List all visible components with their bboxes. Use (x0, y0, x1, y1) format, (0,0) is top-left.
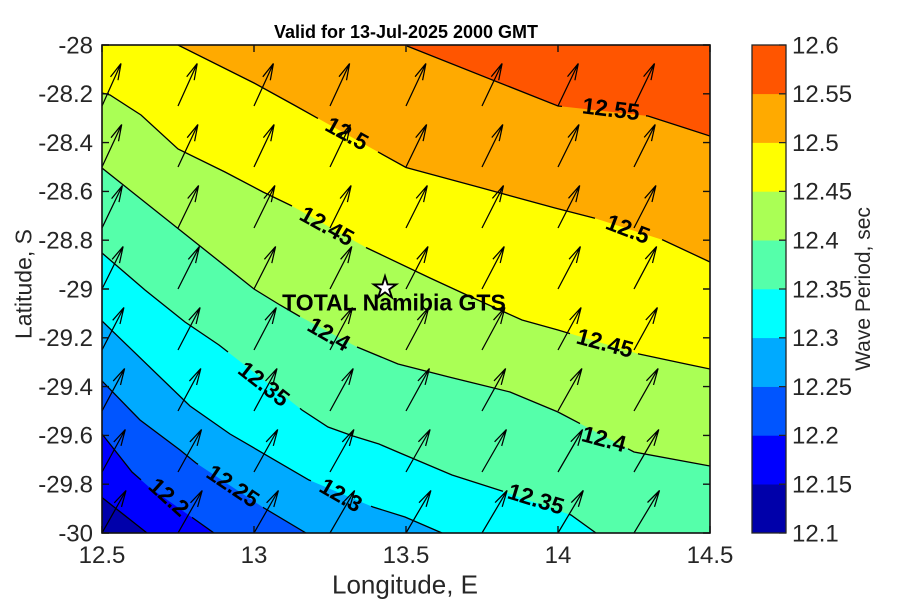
svg-text:12.6: 12.6 (792, 32, 839, 59)
svg-text:Latitude, S: Latitude, S (11, 229, 37, 339)
svg-text:-28: -28 (58, 32, 93, 59)
svg-text:-29.4: -29.4 (38, 374, 93, 401)
svg-text:-29.6: -29.6 (38, 423, 93, 450)
svg-text:12.45: 12.45 (792, 179, 852, 206)
svg-text:12.15: 12.15 (792, 472, 852, 499)
svg-text:-29.2: -29.2 (38, 325, 93, 352)
svg-text:12.5: 12.5 (79, 542, 126, 569)
svg-text:Wave Period, sec: Wave Period, sec (852, 207, 875, 371)
svg-text:12.3: 12.3 (792, 325, 839, 352)
svg-text:12.25: 12.25 (792, 374, 852, 401)
svg-text:13.5: 13.5 (383, 542, 430, 569)
svg-text:-29: -29 (58, 276, 93, 303)
svg-text:12.2: 12.2 (792, 423, 839, 450)
svg-text:TOTAL Namibia GTS: TOTAL Namibia GTS (282, 290, 506, 316)
svg-text:-28.2: -28.2 (38, 81, 93, 108)
svg-text:Valid for 13-Jul-2025 2000 GMT: Valid for 13-Jul-2025 2000 GMT (274, 22, 538, 42)
svg-text:Longitude, E: Longitude, E (332, 570, 478, 600)
svg-text:12.55: 12.55 (792, 81, 852, 108)
svg-text:-28.6: -28.6 (38, 179, 93, 206)
svg-text:12.1: 12.1 (792, 520, 839, 547)
svg-text:12.5: 12.5 (792, 130, 839, 157)
svg-text:12.4: 12.4 (792, 228, 839, 255)
svg-text:-28.8: -28.8 (38, 228, 93, 255)
svg-text:13: 13 (241, 542, 268, 569)
svg-text:-28.4: -28.4 (38, 130, 93, 157)
svg-text:14: 14 (545, 542, 572, 569)
svg-text:14.5: 14.5 (687, 542, 734, 569)
svg-text:-30: -30 (58, 520, 93, 547)
svg-text:-29.8: -29.8 (38, 472, 93, 499)
svg-text:12.35: 12.35 (792, 276, 852, 303)
